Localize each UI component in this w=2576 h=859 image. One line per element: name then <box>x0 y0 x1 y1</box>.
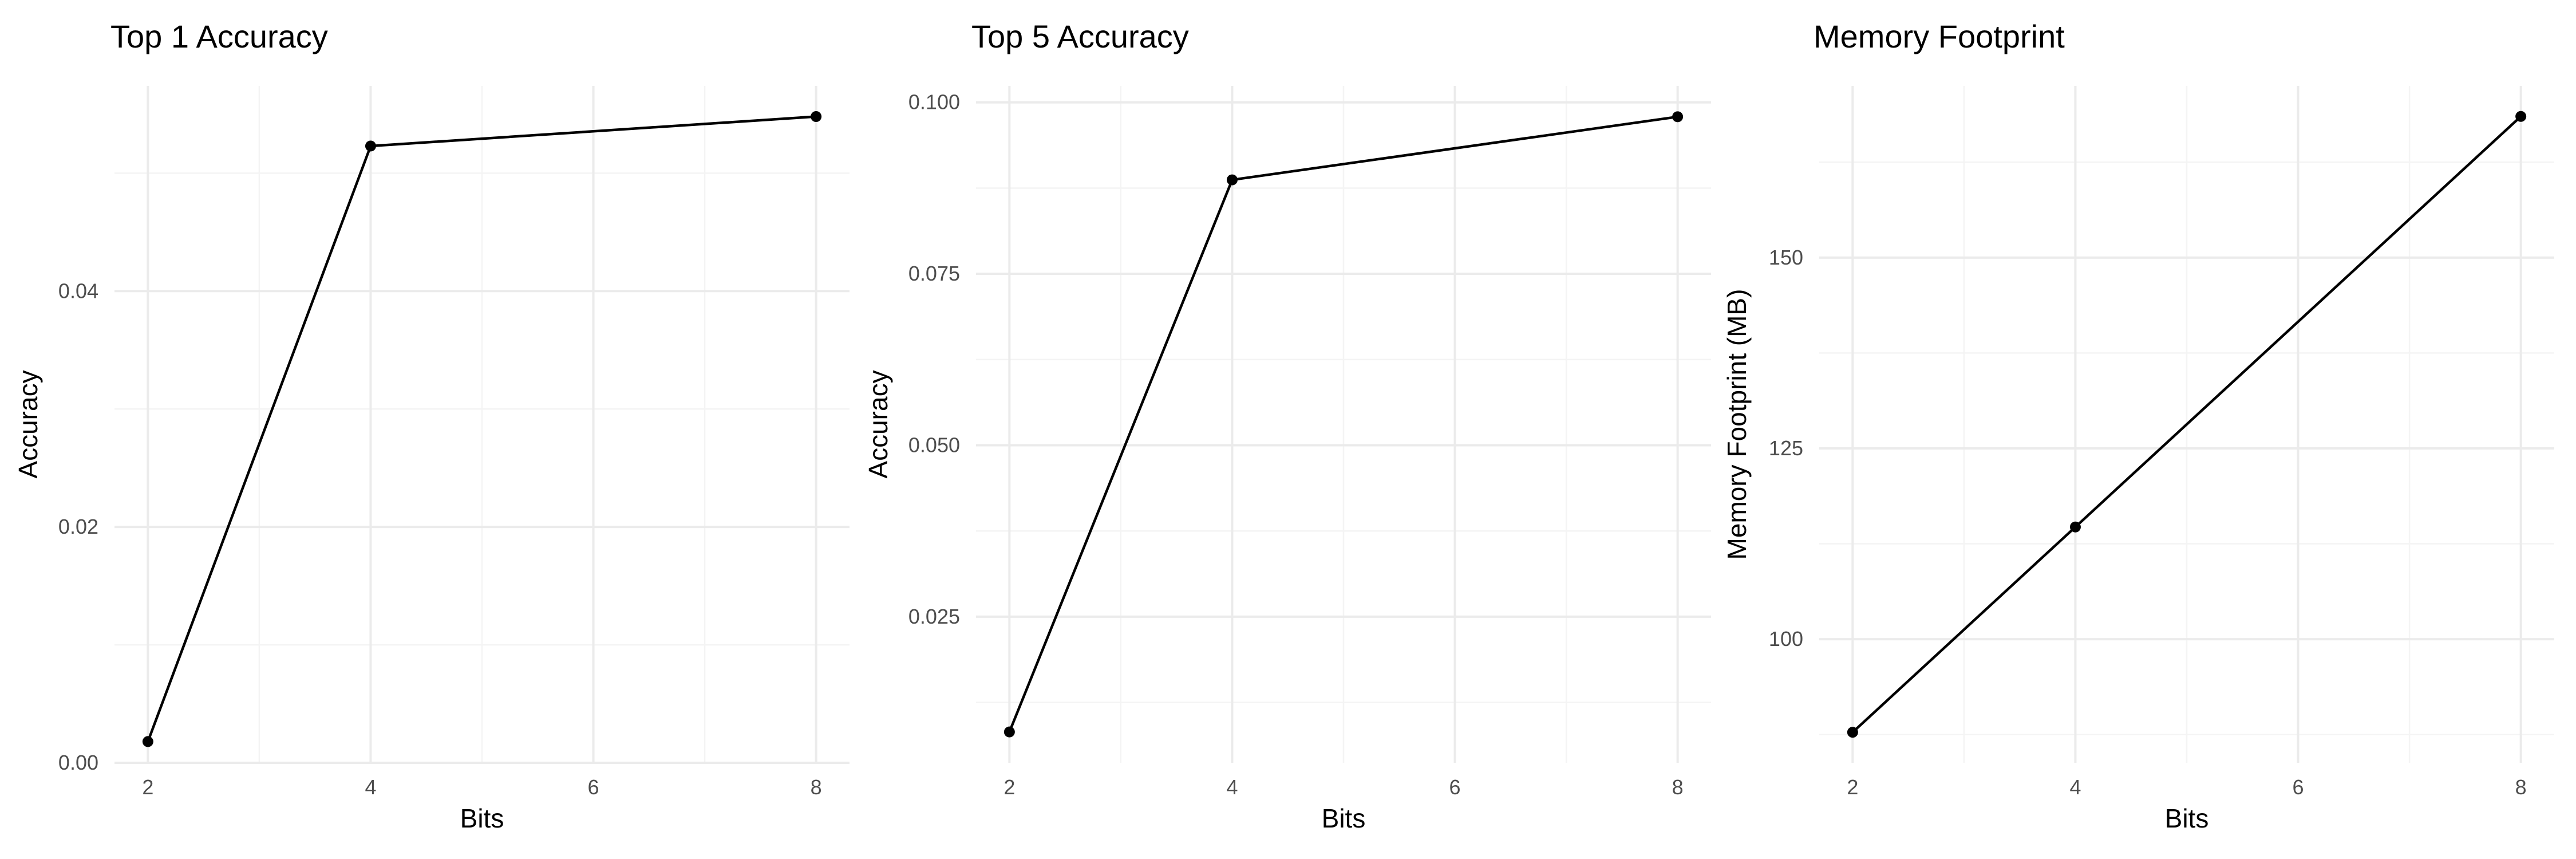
x-tick-label: 6 <box>2293 775 2304 799</box>
data-point <box>1226 174 1238 186</box>
x-tick-label: 6 <box>588 775 599 799</box>
x-tick-label: 8 <box>811 775 822 799</box>
y-tick-label: 0.100 <box>908 90 960 114</box>
data-point <box>1672 111 1684 123</box>
chart-panel: 2 4 6 8 0.025 0.050 0.075 0.100 Top 5 Accuracy Bi… <box>863 18 1711 833</box>
x-tick-label: 2 <box>142 775 153 799</box>
data-point <box>2515 111 2527 122</box>
y-axis-title: Memory Footprint (MB) <box>1722 289 1752 560</box>
chart-panel: 2 4 6 8 0.00 0.02 0.04 Top 1 Accuracy Bits Accura… <box>13 18 850 833</box>
data-point <box>1003 726 1015 738</box>
data-point <box>2069 521 2081 533</box>
y-tick-label: 0.075 <box>908 262 960 285</box>
panel-title: Memory Footprint <box>1814 18 2065 54</box>
data-point <box>811 111 822 123</box>
y-axis-title: Accuracy <box>13 370 43 478</box>
chart-panel: 2 4 6 8 100 125 150 Memory Footprint Bits Memory … <box>1722 18 2554 833</box>
x-axis-title: Bits <box>2165 803 2209 833</box>
data-point <box>142 736 153 747</box>
y-tick-label: 150 <box>1769 246 1803 269</box>
y-tick-label: 0.02 <box>58 515 98 538</box>
data-point <box>1847 727 1858 738</box>
panel-title: Top 1 Accuracy <box>110 18 328 54</box>
y-tick-label: 100 <box>1769 627 1803 651</box>
x-tick-label: 4 <box>2069 775 2081 799</box>
x-tick-label: 4 <box>365 775 376 799</box>
x-tick-label: 2 <box>1003 775 1015 799</box>
panel-title: Top 5 Accuracy <box>971 18 1189 54</box>
y-tick-label: 0.025 <box>908 605 960 628</box>
x-tick-label: 2 <box>1847 775 1858 799</box>
y-tick-label: 125 <box>1769 436 1803 460</box>
y-axis-title: Accuracy <box>863 370 893 478</box>
x-axis-title: Bits <box>1322 803 1366 833</box>
x-tick-label: 8 <box>1672 775 1684 799</box>
data-point <box>365 140 376 152</box>
x-tick-label: 4 <box>1226 775 1238 799</box>
x-tick-label: 8 <box>2515 775 2527 799</box>
x-tick-label: 6 <box>1449 775 1461 799</box>
y-tick-label: 0.050 <box>908 434 960 457</box>
y-tick-label: 0.04 <box>58 279 98 302</box>
y-tick-label: 0.00 <box>58 751 98 774</box>
x-axis-title: Bits <box>460 803 504 833</box>
